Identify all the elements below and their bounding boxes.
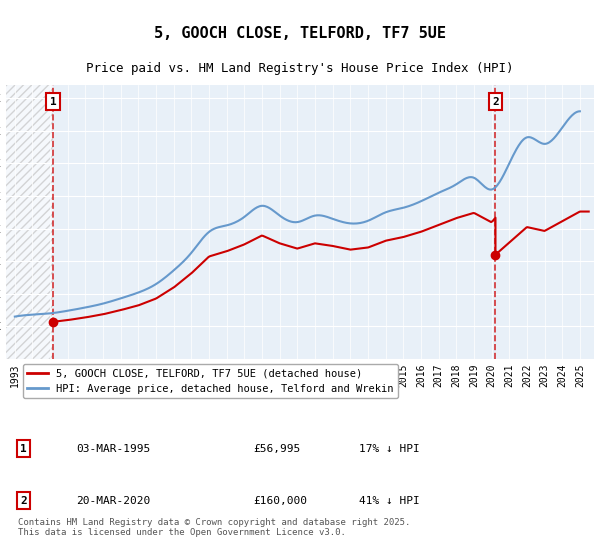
Text: 20-MAR-2020: 20-MAR-2020 (77, 496, 151, 506)
Legend: 5, GOOCH CLOSE, TELFORD, TF7 5UE (detached house), HPI: Average price, detached : 5, GOOCH CLOSE, TELFORD, TF7 5UE (detach… (23, 364, 398, 398)
Text: £160,000: £160,000 (253, 496, 307, 506)
Text: £56,995: £56,995 (253, 444, 300, 454)
Text: Contains HM Land Registry data © Crown copyright and database right 2025.
This d: Contains HM Land Registry data © Crown c… (18, 518, 410, 537)
Text: 2: 2 (20, 496, 27, 506)
Bar (6, 85, 53, 359)
Text: 41% ↓ HPI: 41% ↓ HPI (359, 496, 419, 506)
Text: Price paid vs. HM Land Registry's House Price Index (HPI): Price paid vs. HM Land Registry's House … (86, 62, 514, 74)
Text: 1: 1 (50, 96, 56, 106)
Text: 2: 2 (492, 96, 499, 106)
Text: 03-MAR-1995: 03-MAR-1995 (77, 444, 151, 454)
Text: 17% ↓ HPI: 17% ↓ HPI (359, 444, 419, 454)
Text: 1: 1 (20, 444, 27, 454)
Text: 5, GOOCH CLOSE, TELFORD, TF7 5UE: 5, GOOCH CLOSE, TELFORD, TF7 5UE (154, 26, 446, 41)
